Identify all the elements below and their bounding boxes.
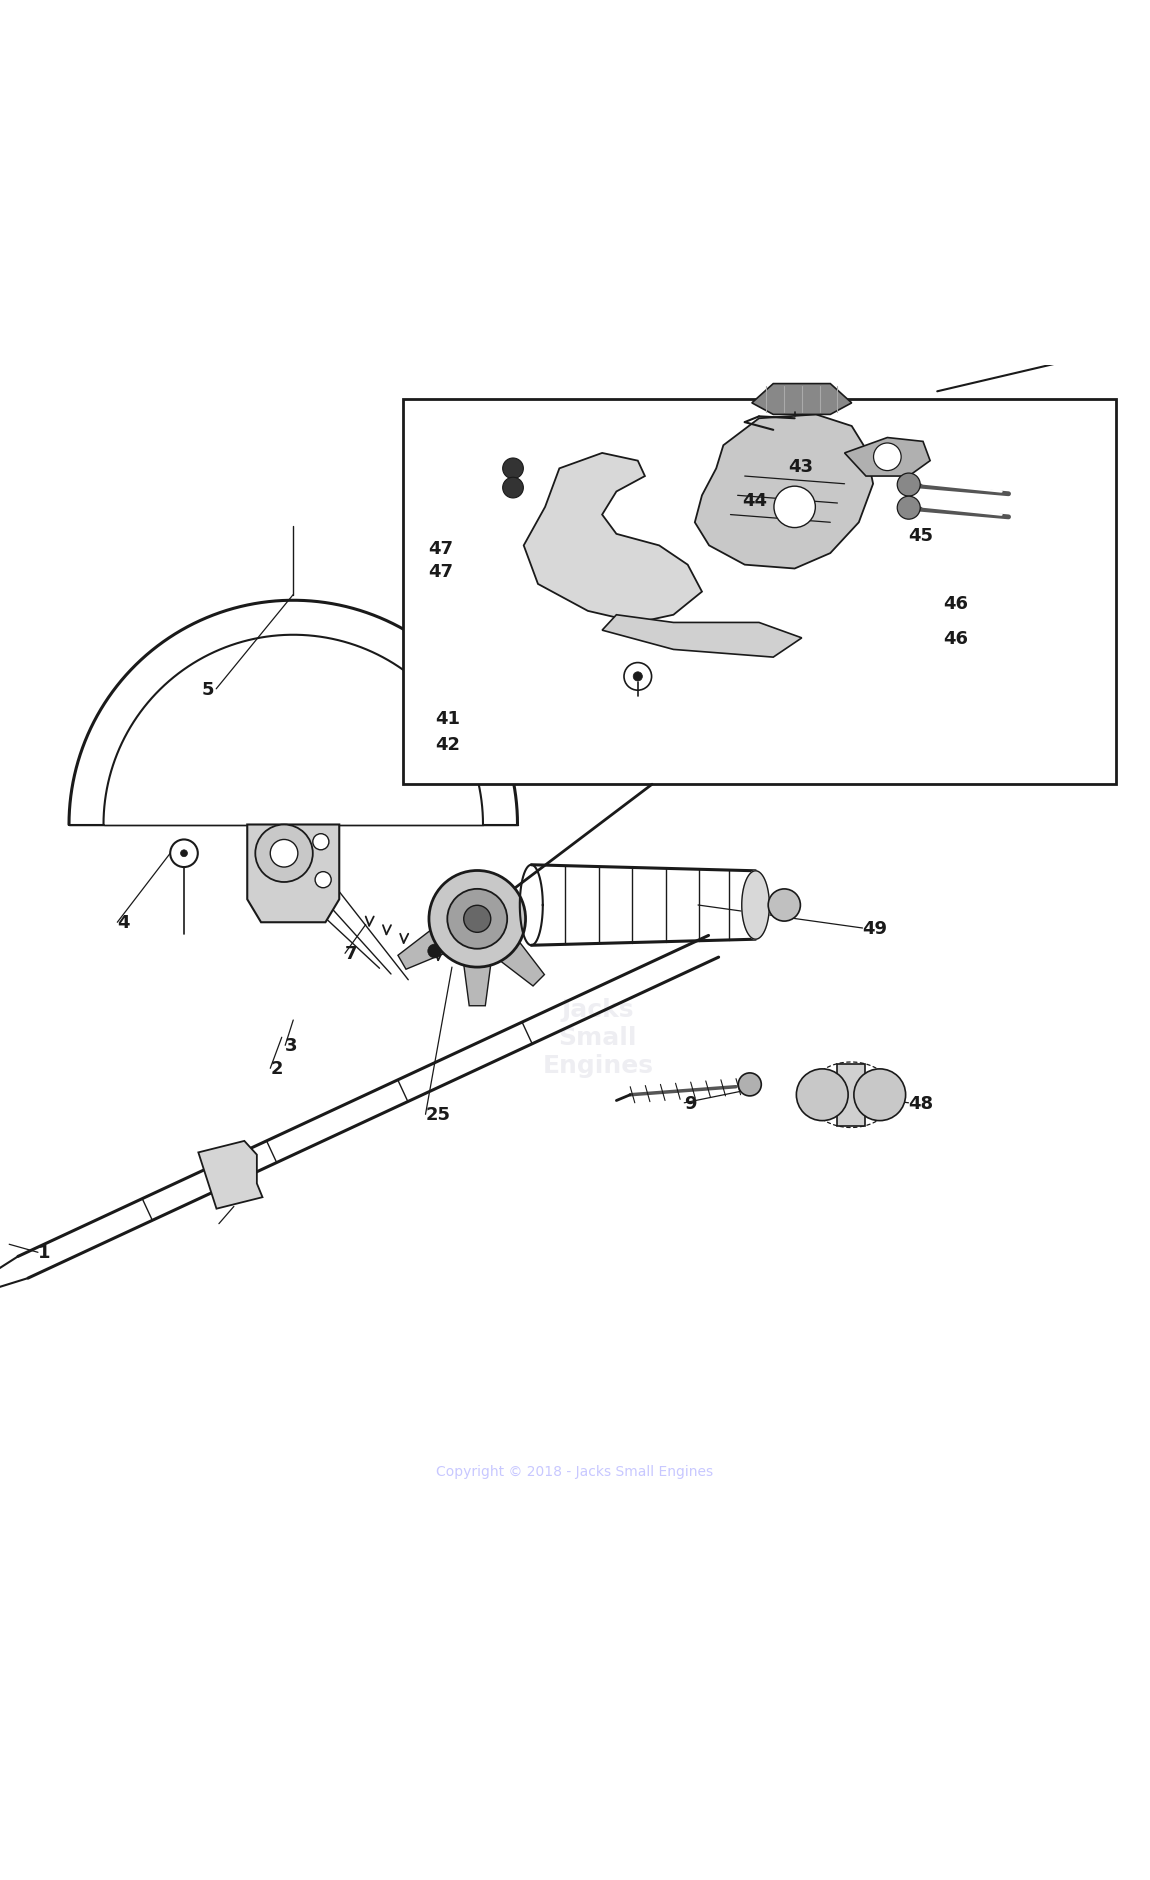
Text: Copyright © 2018 - Jacks Small Engines: Copyright © 2018 - Jacks Small Engines xyxy=(437,1465,713,1478)
Circle shape xyxy=(738,1073,761,1096)
Text: 7: 7 xyxy=(345,946,358,963)
Bar xyxy=(402,400,1116,784)
Circle shape xyxy=(897,496,920,521)
Text: 4: 4 xyxy=(117,914,130,932)
Polygon shape xyxy=(742,870,769,940)
Circle shape xyxy=(503,478,523,498)
Circle shape xyxy=(853,1070,906,1120)
Text: 43: 43 xyxy=(788,457,813,476)
Text: 45: 45 xyxy=(908,526,934,545)
Circle shape xyxy=(796,1070,849,1120)
Text: 49: 49 xyxy=(862,919,888,938)
Circle shape xyxy=(270,840,298,867)
Text: 25: 25 xyxy=(426,1105,451,1124)
Polygon shape xyxy=(463,963,491,1006)
Circle shape xyxy=(170,840,198,867)
Circle shape xyxy=(315,872,331,887)
Polygon shape xyxy=(752,384,852,415)
Polygon shape xyxy=(603,615,802,658)
Polygon shape xyxy=(398,929,446,970)
Circle shape xyxy=(181,850,187,857)
Text: 48: 48 xyxy=(908,1094,934,1113)
Circle shape xyxy=(463,906,491,932)
Circle shape xyxy=(313,835,329,850)
Circle shape xyxy=(428,944,442,959)
Circle shape xyxy=(624,664,652,690)
Circle shape xyxy=(774,487,815,528)
Text: 5: 5 xyxy=(201,681,214,699)
Polygon shape xyxy=(523,453,702,622)
Circle shape xyxy=(255,825,313,882)
Text: 44: 44 xyxy=(742,493,767,509)
Polygon shape xyxy=(695,415,873,570)
Text: 46: 46 xyxy=(943,630,968,649)
Text: Jacks
Small
Engines: Jacks Small Engines xyxy=(543,998,653,1077)
Text: 42: 42 xyxy=(435,735,460,754)
Text: 47: 47 xyxy=(428,540,453,558)
Polygon shape xyxy=(498,940,544,987)
Text: 41: 41 xyxy=(435,709,460,728)
Polygon shape xyxy=(247,825,339,923)
Text: 46: 46 xyxy=(943,594,968,613)
Text: 47: 47 xyxy=(428,564,453,581)
Polygon shape xyxy=(837,1064,865,1126)
Text: 3: 3 xyxy=(285,1036,298,1055)
Circle shape xyxy=(634,673,643,682)
Circle shape xyxy=(897,474,920,496)
Text: 9: 9 xyxy=(684,1094,697,1113)
Text: 1: 1 xyxy=(38,1245,51,1261)
Polygon shape xyxy=(198,1141,262,1209)
Text: 2: 2 xyxy=(270,1060,283,1077)
Circle shape xyxy=(768,889,800,921)
Circle shape xyxy=(429,870,526,968)
Polygon shape xyxy=(844,438,930,478)
Circle shape xyxy=(874,444,902,472)
Circle shape xyxy=(503,459,523,479)
Circle shape xyxy=(447,889,507,949)
